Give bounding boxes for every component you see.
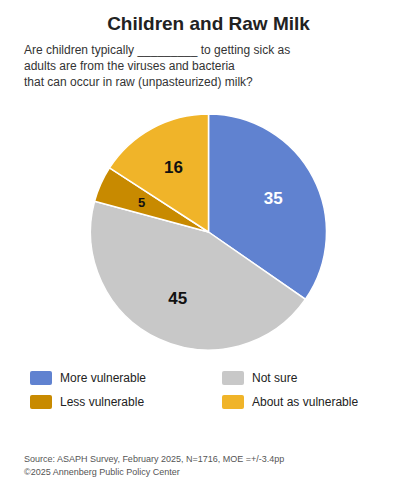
data-label: 45 xyxy=(168,289,187,308)
subtitle-line: that can occur in raw (unpasteurized) mi… xyxy=(24,75,253,89)
legend-swatch xyxy=(222,371,244,385)
legend-entry: Not sure xyxy=(252,371,298,385)
legend-swatch xyxy=(222,395,244,409)
subtitle: Are children typically _________ to gett… xyxy=(24,43,290,89)
data-label: 16 xyxy=(164,158,183,177)
legend-entry: About as vulnerable xyxy=(252,395,358,409)
chart-container: Children and Raw Milk Are children typica… xyxy=(0,0,417,500)
pie-slice xyxy=(110,114,209,232)
data-labels: 35 45 5 16 xyxy=(138,158,283,308)
subtitle-line: adults are from the viruses and bacteria xyxy=(24,59,235,73)
legend-swatch xyxy=(30,371,52,385)
source: Source: ASAPH Survey, February 2025, N=1… xyxy=(24,454,284,477)
data-label: 35 xyxy=(264,189,283,208)
pie xyxy=(91,114,327,350)
legend-entry: Less vulnerable xyxy=(60,395,144,409)
source-line: ©2025 Annenberg Public Policy Center xyxy=(24,467,180,477)
subtitle-line: Are children typically _________ to gett… xyxy=(24,43,290,57)
chart: Children and Raw Milk Are children typica… xyxy=(0,0,417,500)
legend-swatch xyxy=(30,395,52,409)
title: Children and Raw Milk xyxy=(107,13,310,34)
source-line: Source: ASAPH Survey, February 2025, N=1… xyxy=(24,454,284,464)
legend-entry: More vulnerable xyxy=(60,371,146,385)
data-label: 5 xyxy=(138,195,145,210)
legend: More vulnerable Not sure Less vulnerable Ab… xyxy=(30,371,358,409)
